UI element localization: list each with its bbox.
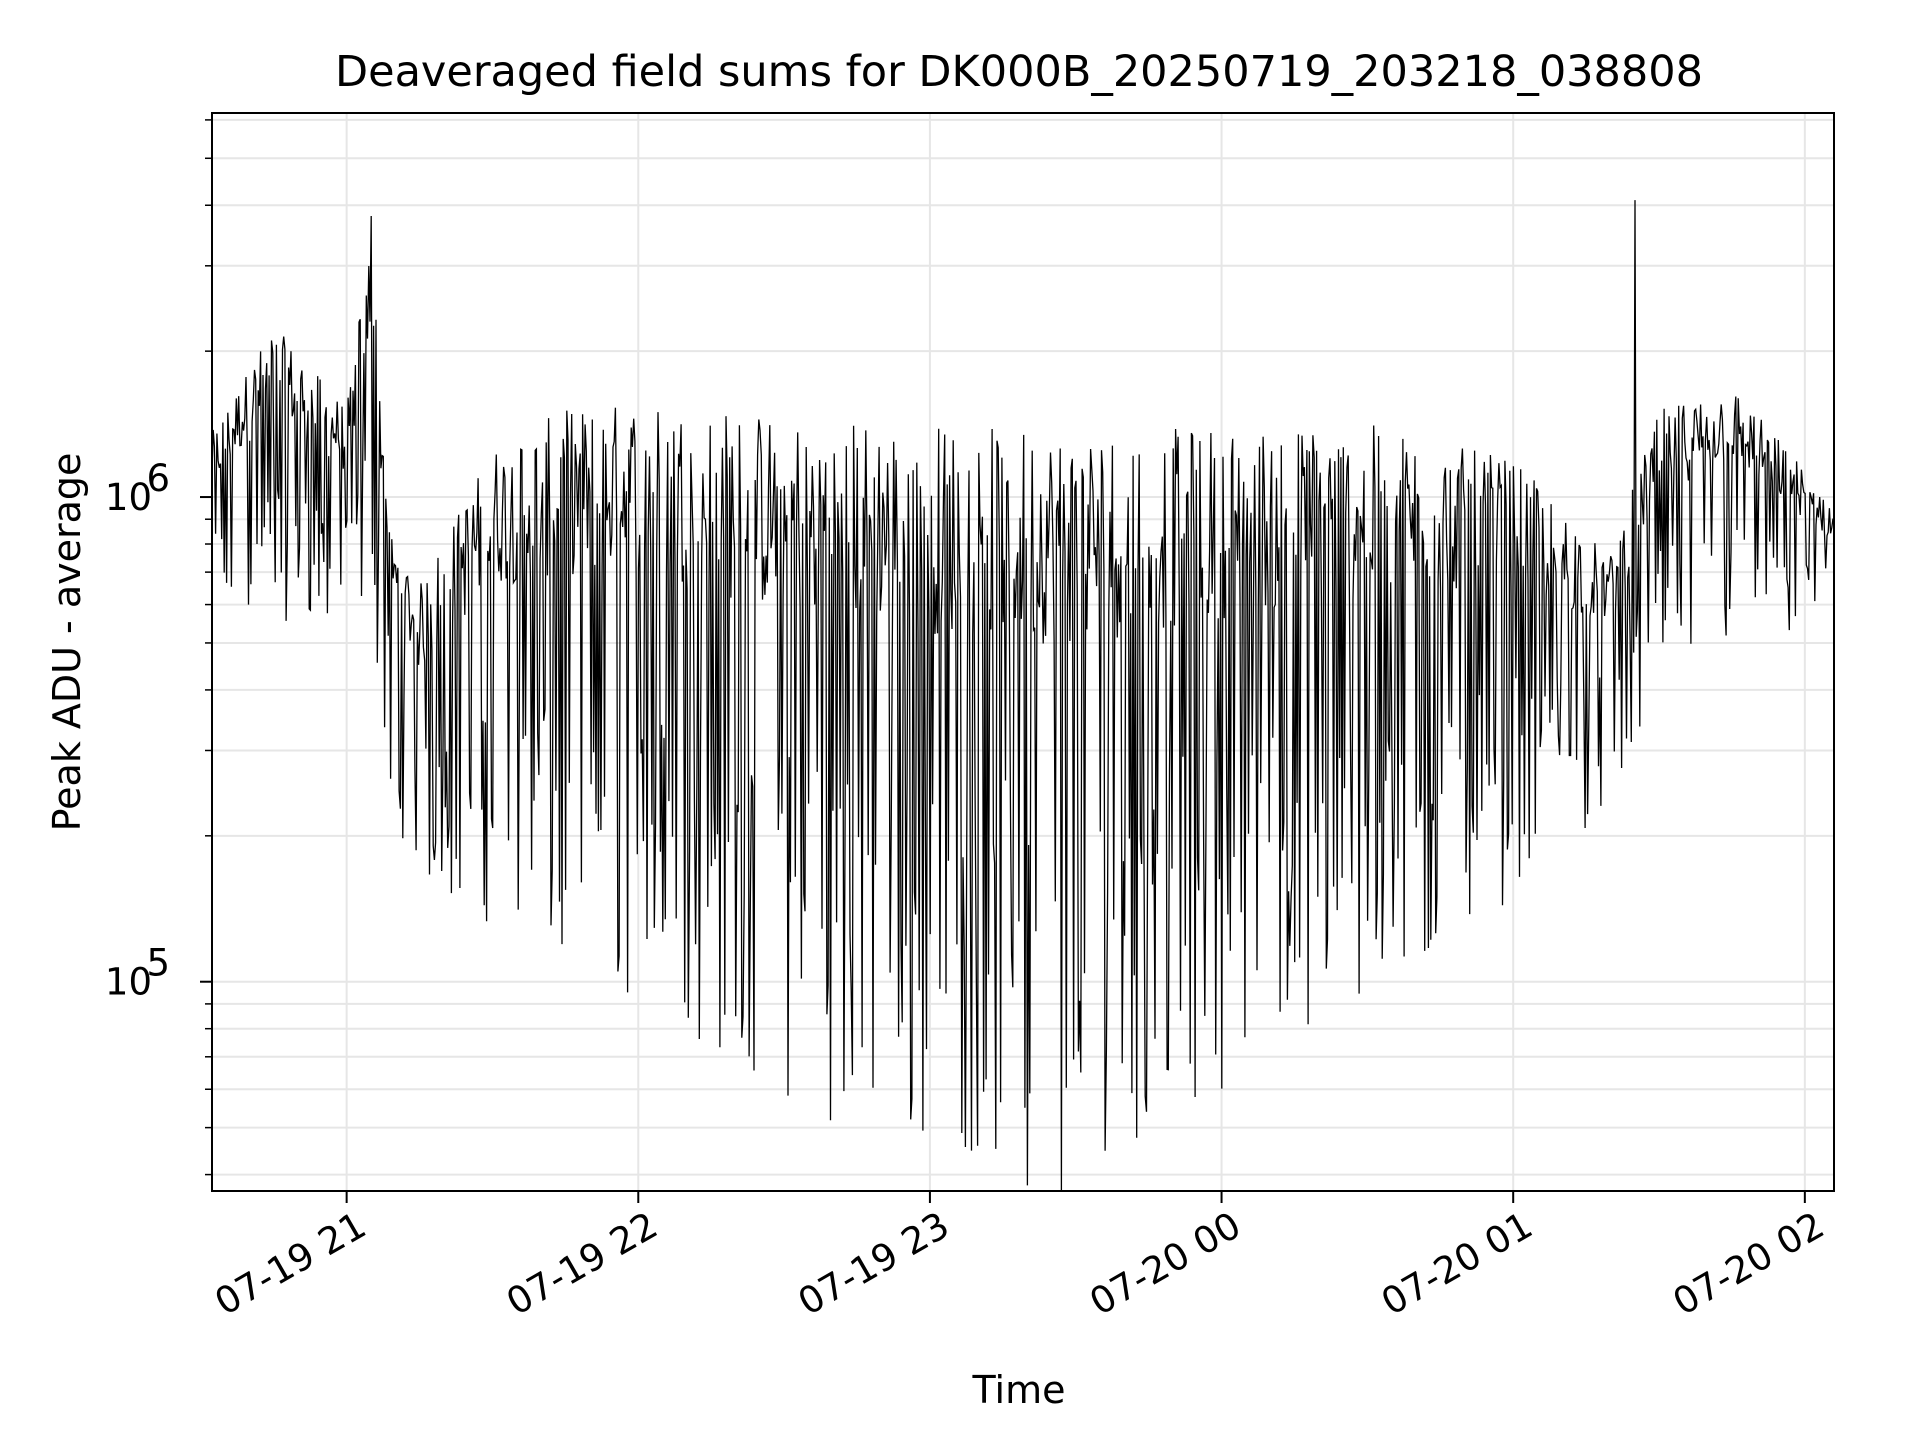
y-tick-exponent: 5 (146, 942, 170, 985)
series-line (211, 200, 1834, 1192)
axes-layer (200, 112, 1835, 1203)
grid-layer (212, 113, 1834, 1191)
x-tick-label: 07-20 01 (1374, 1204, 1540, 1324)
x-tick-label: 07-19 23 (791, 1204, 957, 1324)
x-axis-label: Time (972, 1368, 1066, 1412)
axes-frame (211, 112, 1835, 1192)
y-tick-label: 10 (105, 476, 152, 519)
x-tick-label: 07-20 02 (1666, 1204, 1832, 1324)
data-layer (211, 200, 1834, 1192)
x-tick-label: 07-19 22 (499, 1204, 665, 1324)
x-tick-label: 07-19 21 (208, 1204, 374, 1324)
chart-title: Deaveraged field sums for DK000B_2025071… (335, 47, 1703, 97)
y-axis-label: Peak ADU - average (45, 453, 89, 832)
y-tick-label: 10 (105, 961, 152, 1004)
y-tick-exponent: 6 (146, 457, 170, 500)
x-tick-label: 07-20 00 (1082, 1204, 1248, 1324)
